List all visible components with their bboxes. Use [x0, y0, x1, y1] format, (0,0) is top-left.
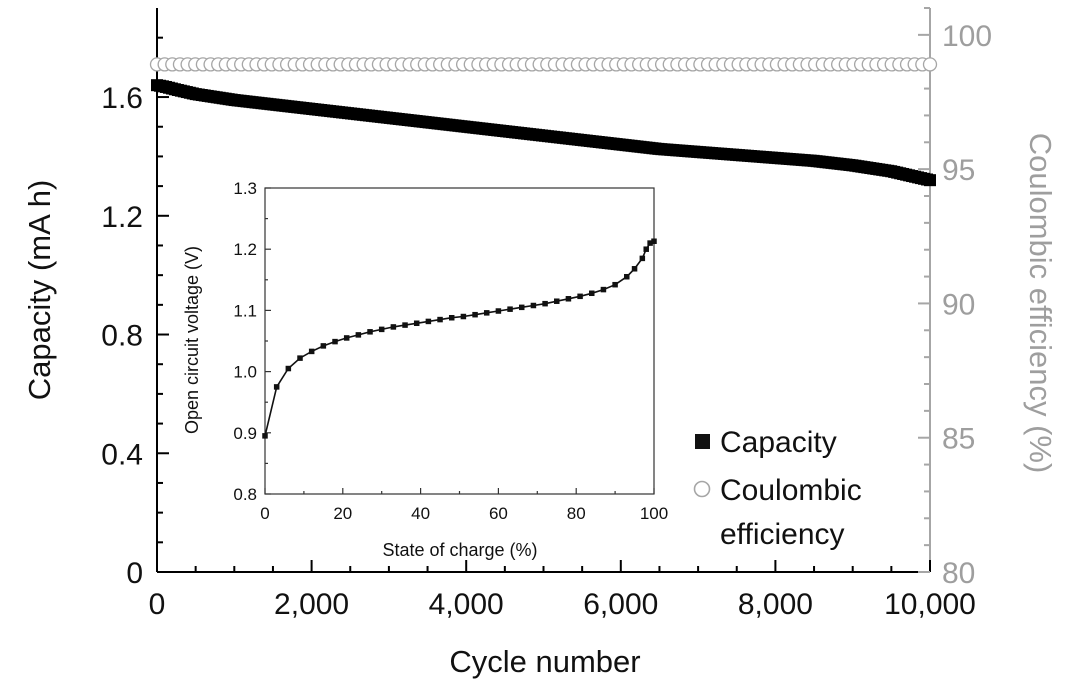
inset-y-axis-ticks: 0.8 0.9 1.0 1.1 1.2 1.3: [233, 179, 271, 504]
inset-data-point: [554, 298, 560, 304]
legend-capacity-label: Capacity: [720, 426, 837, 459]
x-tick-label: 8,000: [738, 588, 813, 621]
inset-data-point: [285, 365, 292, 372]
left-y-axis-ticks: 0 0.4 0.8 1.2 1.6: [101, 36, 169, 590]
inset-y-tick-label: 1.0: [233, 363, 257, 382]
x-tick-label: 4,000: [429, 588, 504, 621]
inset-x-axis-title: State of charge (%): [382, 540, 537, 560]
inset-data-point: [413, 320, 420, 327]
y2-tick-label: 90: [942, 288, 975, 321]
inset-data-point: [589, 290, 595, 297]
inset-data-point: [631, 266, 638, 272]
y-tick-label: 1.6: [101, 82, 143, 115]
inset-x-tick-label: 100: [640, 504, 668, 523]
y-tick-label: 0: [126, 557, 143, 590]
inset-data-point: [577, 293, 583, 300]
inset-data-point: [624, 273, 630, 280]
inset-data-point: [460, 313, 467, 320]
inset-y-tick-label: 1.2: [233, 240, 257, 259]
inset-data-point: [262, 433, 268, 439]
inset-data-point: [483, 310, 490, 316]
y-tick-label: 0.8: [101, 320, 143, 353]
inset-x-tick-label: 20: [333, 504, 352, 523]
series-capacity: [151, 79, 936, 187]
inset-data-point: [647, 240, 653, 246]
inset-data-point: [643, 246, 649, 252]
capacity-point: [924, 174, 936, 187]
inset-data-point: [332, 338, 338, 345]
inset-y-tick-label: 1.3: [233, 179, 257, 198]
y2-tick-label: 85: [942, 423, 975, 456]
y-tick-label: 0.4: [101, 438, 143, 471]
inset-data-point: [472, 311, 478, 318]
x-tick-label: 0: [149, 588, 166, 621]
inset-frame: [264, 187, 655, 495]
inset-x-tick-label: 60: [489, 504, 508, 523]
inset-data-point: [320, 343, 327, 349]
legend-capacity-marker: [695, 434, 710, 449]
inset-data-point: [437, 316, 443, 323]
y2-tick-label: 80: [942, 557, 975, 590]
legend: Capacity Coulombic efficiency: [693, 426, 862, 551]
inset-y-tick-label: 0.8: [233, 485, 257, 504]
inset-data-point: [651, 238, 657, 244]
inset-data-point: [367, 329, 373, 335]
right-y-axis-title: Coulombic efficiency (%): [1023, 133, 1058, 474]
inset-y-tick-label: 0.9: [233, 424, 257, 443]
inset-data-point: [448, 314, 455, 321]
inset-x-axis-ticks: 0 20 40 60 80 100: [260, 488, 668, 523]
inset-data-point: [355, 332, 362, 338]
inset-data-point: [565, 296, 572, 302]
inset-data-point: [297, 355, 303, 361]
inset-x-tick-label: 40: [411, 504, 430, 523]
inset-data-point: [530, 302, 537, 309]
legend-coulombic-label-line2: efficiency: [720, 518, 845, 551]
series-coulombic-efficiency: [149, 57, 938, 72]
inset-data-point: [518, 304, 525, 311]
inset-y-axis-title: Open circuit voltage (V): [182, 246, 202, 434]
x-tick-label: 2,000: [274, 588, 349, 621]
inset-data-point: [273, 384, 280, 390]
x-axis-title: Cycle number: [449, 644, 640, 679]
inset-x-tick-label: 0: [260, 504, 269, 523]
coulombic-efficiency-point: [922, 57, 938, 72]
inset-data-point: [600, 286, 607, 293]
inset-data-point: [390, 324, 397, 330]
inset-data-point: [612, 281, 618, 288]
y-tick-label: 1.2: [101, 201, 143, 234]
inset-x-tick-label: 80: [567, 504, 586, 523]
y2-tick-label: 95: [942, 154, 975, 187]
right-y-axis-ticks: 80 85 90 95 100: [918, 7, 992, 590]
inset-data-point: [402, 322, 408, 328]
left-y-axis-title: Capacity (mA h): [22, 180, 57, 401]
inset-y-tick-label: 1.1: [233, 301, 257, 320]
inset-data-point: [639, 255, 646, 262]
inset-plot: 0 20 40 60 80 100 0.8 0.9 1.0 1.1 1.2 1.3 State of…: [182, 179, 668, 560]
legend-coulombic-marker: [693, 480, 711, 498]
inset-data-point: [495, 308, 502, 314]
inset-series-markers: [262, 238, 657, 439]
x-tick-label: 6,000: [583, 588, 658, 621]
inset-data-point: [507, 306, 513, 312]
inset-data-point: [308, 348, 315, 355]
inset-data-point: [343, 335, 350, 341]
inset-data-point: [542, 300, 548, 307]
x-tick-label: 10,000: [884, 588, 976, 621]
legend-coulombic-label-line1: Coulombic: [720, 474, 862, 507]
inset-data-point: [378, 326, 385, 333]
main-plot-area: 0 2,000 4,000 6,000 8,000 10,000 0 0.4 0.8 1.2 1.…: [22, 7, 1058, 679]
y2-tick-label: 100: [942, 20, 992, 53]
inset-data-point: [425, 318, 432, 325]
x-axis-ticks: 0 2,000 4,000 6,000 8,000 10,000: [149, 560, 976, 621]
